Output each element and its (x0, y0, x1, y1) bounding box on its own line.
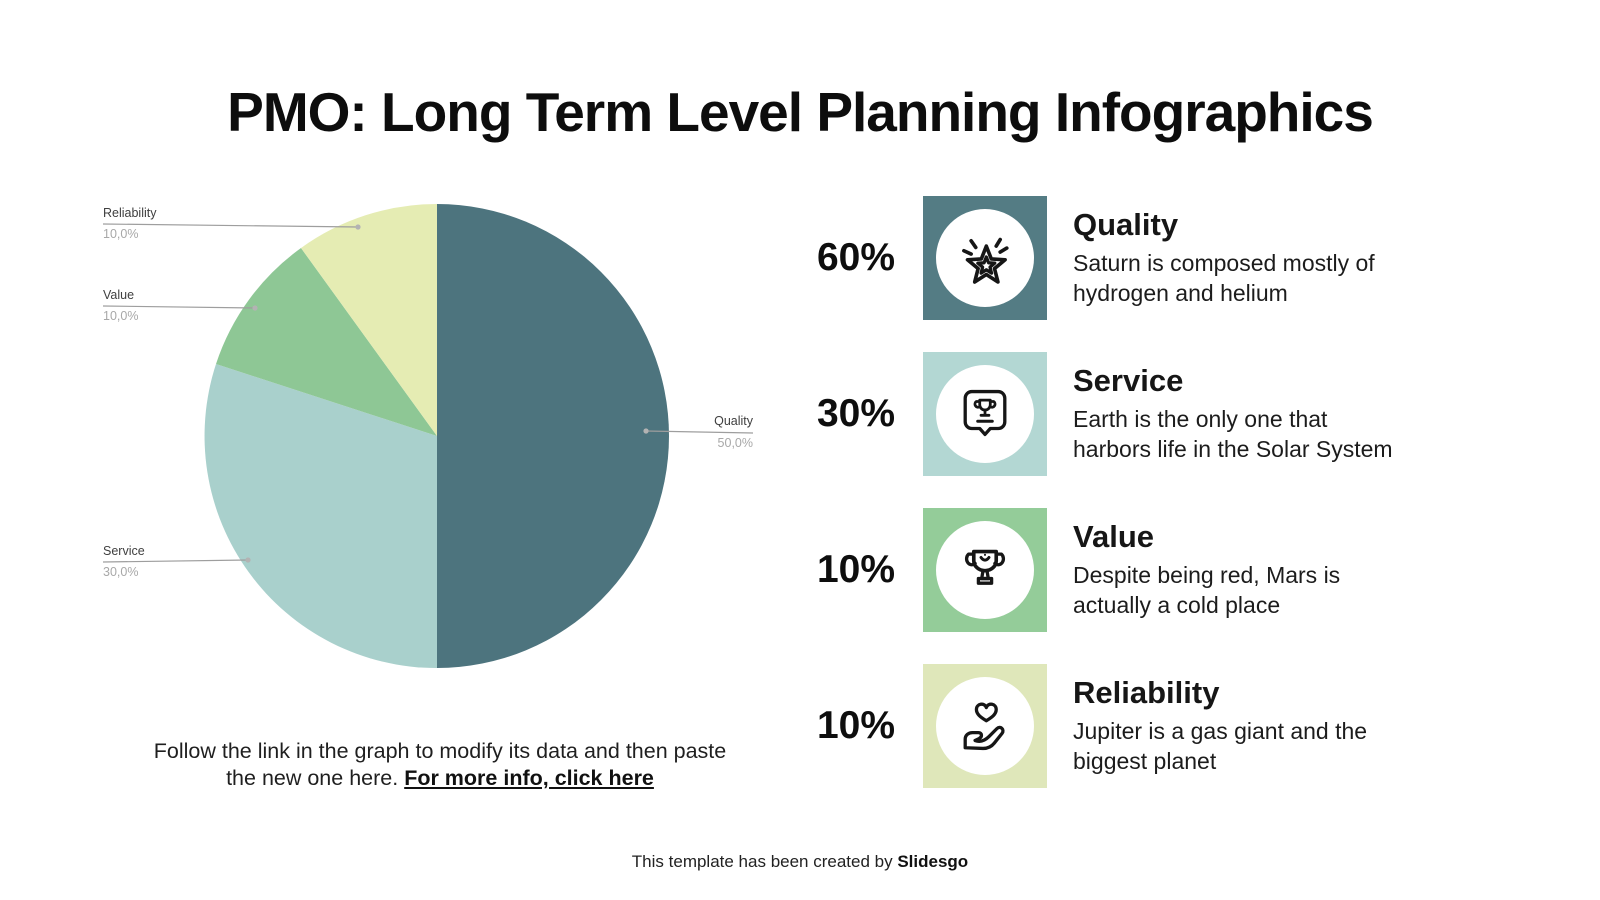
service-percent: 30% (816, 392, 895, 435)
pie-label-quality: Quality (714, 414, 753, 428)
reliability-percent: 10% (816, 704, 895, 747)
pie-pct-reliability: 10,0% (103, 227, 139, 241)
pie-slice-quality (437, 204, 669, 668)
quality-percent: 60% (816, 236, 895, 279)
quality-icon-tile (923, 196, 1047, 320)
edit-note-text: Follow the link in the graph to modify i… (153, 738, 727, 791)
value-icon-tile (923, 508, 1047, 632)
service-icon-tile (923, 352, 1047, 476)
pie-slice-reliability (301, 204, 437, 436)
pie-label-value: Value (103, 288, 135, 302)
star-sparkle-icon (962, 237, 1009, 284)
pie-slice-value (216, 248, 437, 436)
reliability-title: Reliability (1073, 674, 1220, 710)
pie-chart-svg (102, 204, 754, 669)
brand-name: Slidesgo (897, 852, 969, 871)
page-title: PMO: Long Term Level Planning Infographi… (227, 81, 1374, 143)
list-item-service: 30% Service Earth is the only one that h… (790, 352, 1530, 476)
pie-label-service: Service (103, 544, 145, 558)
service-title: Service (1073, 362, 1184, 398)
reliability-icon-tile (923, 664, 1047, 788)
value-title: Value (1073, 518, 1154, 554)
pie-pct-quality: 50,0% (717, 436, 753, 450)
value-description: Despite being red, Mars is actually a co… (1073, 561, 1341, 619)
edit-note: Follow the link in the graph to modify i… (60, 738, 820, 793)
pie-chart: Reliability 10,0% Value 10,0% Service 30… (0, 0, 800, 700)
reliability-description: Jupiter is a gas giant and the biggest p… (1073, 717, 1368, 775)
quality-title: Quality (1073, 206, 1179, 242)
list-item-reliability: 10% Reliability Jupiter is a gas giant a… (790, 664, 1530, 788)
footer-text: This template has been created by (631, 852, 898, 871)
pie-label-reliability: Reliability (103, 206, 157, 220)
leader-dots (245, 224, 649, 563)
value-percent: 10% (816, 548, 895, 591)
pie-pct-service: 30,0% (103, 565, 139, 579)
footer-credit: This template has been created by Slides… (0, 852, 1600, 872)
more-info-link[interactable]: For more info, click here (404, 766, 654, 791)
pie-slice-service (204, 364, 437, 669)
service-description: Earth is the only one that harbors life … (1073, 405, 1393, 463)
legend-list: 60% Quality Saturn is composed mostly of… (790, 196, 1530, 788)
hand-heart-icon (963, 702, 1005, 751)
list-item-value: 10% Value Despite being red, Mars is act… (790, 508, 1530, 632)
trophy-smile-icon (964, 549, 1006, 585)
pie-pct-value: 10,0% (103, 309, 139, 323)
leader-lines (102, 223, 754, 563)
list-item-quality: 60% Quality Saturn is composed mostly of… (790, 196, 1530, 320)
quality-description: Saturn is composed mostly of hydrogen an… (1073, 249, 1375, 307)
trophy-bubble-icon (963, 389, 1007, 437)
